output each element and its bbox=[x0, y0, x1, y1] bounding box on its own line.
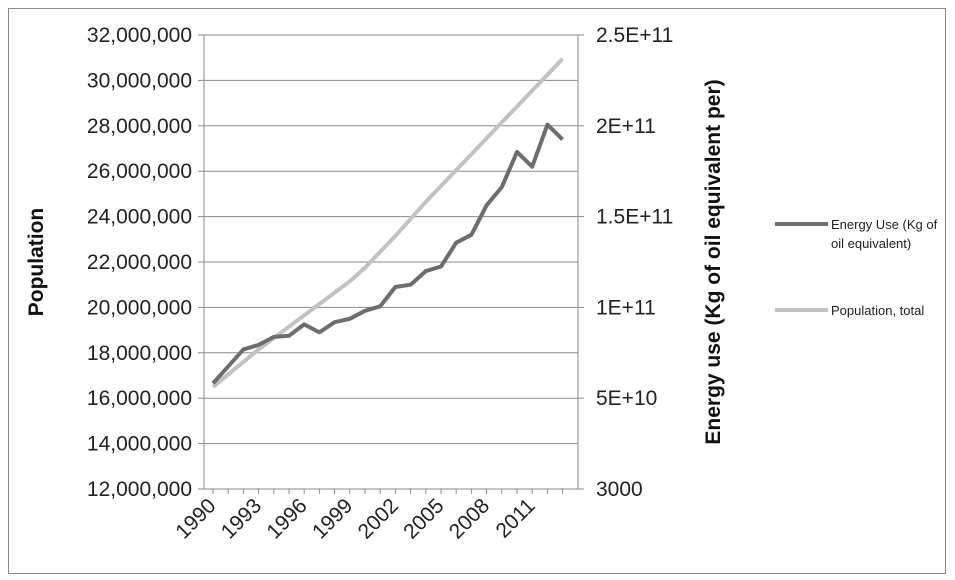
y-tick-label: 28,000,000 bbox=[87, 115, 192, 138]
y2-tick-label: 5E+10 bbox=[596, 387, 657, 410]
y-tick-label: 16,000,000 bbox=[87, 387, 192, 410]
legend-label-energy-line1: Energy Use (Kg of bbox=[831, 217, 938, 232]
y2-tick-label: 3000 bbox=[596, 478, 643, 501]
x-tick-label: 1993 bbox=[217, 494, 266, 543]
y-tick-label: 26,000,000 bbox=[87, 160, 192, 183]
x-tick-label: 2008 bbox=[445, 494, 494, 543]
x-tick-label: 1990 bbox=[171, 494, 220, 543]
y-axis-title: Population bbox=[25, 208, 48, 317]
y-ticks-left: 12,000,000 14,000,000 16,000,000 18,000,000… bbox=[87, 24, 204, 501]
x-tick-label: 1999 bbox=[308, 494, 357, 543]
x-tick-label: 2005 bbox=[399, 494, 448, 543]
legend: Energy Use (Kg of oil equivalent) Popula… bbox=[775, 217, 941, 318]
x-tick-label: 2011 bbox=[492, 494, 540, 542]
y-tick-label: 32,000,000 bbox=[87, 24, 192, 47]
y2-tick-label: 2E+11 bbox=[596, 115, 656, 138]
y-tick-label: 14,000,000 bbox=[87, 433, 192, 456]
chart-frame bbox=[8, 8, 946, 574]
series-line-population bbox=[211, 57, 565, 389]
series-line-energy-use bbox=[211, 122, 564, 385]
y-ticks-right: 3000 5E+10 1E+11 1.5E+11 2E+11 2.5E+11 bbox=[578, 24, 673, 501]
y-tick-label: 20,000,000 bbox=[87, 296, 192, 319]
x-tick-label: 1996 bbox=[262, 494, 311, 543]
x-tick-label: 2002 bbox=[354, 494, 403, 543]
y2-tick-label: 1.5E+11 bbox=[596, 206, 673, 229]
y-tick-label: 24,000,000 bbox=[87, 206, 192, 229]
y-tick-label: 30,000,000 bbox=[87, 69, 192, 92]
y2-tick-label: 2.5E+11 bbox=[596, 24, 673, 47]
y-tick-label: 22,000,000 bbox=[87, 251, 192, 274]
legend-label-energy: Energy Use (Kg of oil equivalent) bbox=[831, 217, 941, 251]
y2-axis-title: Energy use (Kg of oil equivalent per) bbox=[702, 79, 725, 444]
y-tick-label: 12,000,000 bbox=[87, 478, 192, 501]
series-lines bbox=[211, 57, 565, 389]
legend-label-population: Population, total bbox=[831, 303, 924, 318]
legend-label-energy-line2: oil equivalent) bbox=[831, 236, 911, 251]
y2-tick-label: 1E+11 bbox=[596, 296, 656, 319]
y-tick-label: 18,000,000 bbox=[87, 342, 192, 365]
